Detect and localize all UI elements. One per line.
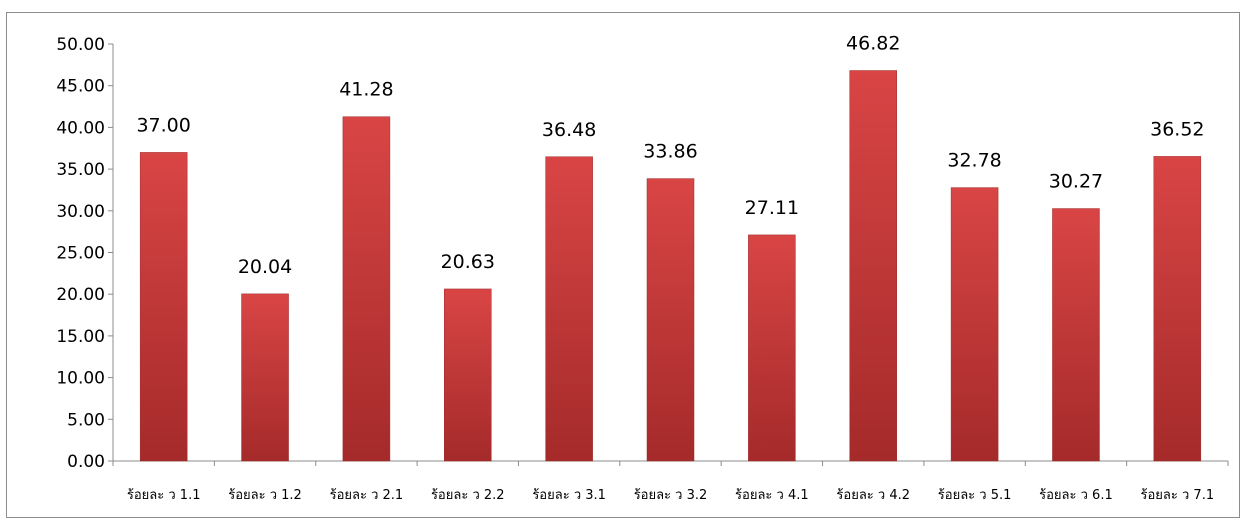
bar — [241, 293, 289, 462]
chart-category-labels: ร้อยละ ว 1.1 ร้อยละ ว 1.2 ร้อยละ ว 2.1 ร้อย… — [127, 488, 1214, 503]
chart-bars — [139, 70, 1202, 462]
category-label: ร้อยละ ว 1.1 — [127, 488, 201, 503]
chart-data-labels: 37.00 20.04 41.28 20.63 36.48 33.86 27.11 46.82… — [136, 33, 1204, 278]
y-tick-label: 20.00 — [56, 285, 105, 305]
category-label: ร้อยละ ว 5.1 — [938, 488, 1012, 503]
data-label: 33.86 — [643, 141, 697, 163]
category-label: ร้อยละ ว 2.2 — [431, 488, 505, 503]
y-tick-label: 30.00 — [56, 202, 105, 222]
category-label: ร้อยละ ว 4.2 — [836, 488, 910, 503]
bar — [849, 70, 897, 462]
data-label: 20.04 — [238, 256, 292, 278]
bar — [950, 187, 999, 462]
bar — [1052, 208, 1100, 462]
bar — [1153, 156, 1202, 462]
chart-frame — [6, 12, 1240, 518]
y-tick-label: 10.00 — [56, 369, 105, 389]
category-label: ร้อยละ ว 7.1 — [1141, 488, 1215, 503]
data-label: 36.52 — [1150, 118, 1204, 140]
category-label: ร้อยละ ว 6.1 — [1039, 488, 1113, 503]
category-label: ร้อยละ ว 1.2 — [228, 488, 302, 503]
y-tick-label: 45.00 — [56, 77, 105, 97]
bar — [748, 234, 796, 462]
data-label: 27.11 — [745, 197, 799, 219]
bar — [646, 178, 695, 462]
bar — [444, 288, 492, 462]
y-tick-label: 35.00 — [56, 160, 105, 180]
y-tick-label: 40.00 — [56, 118, 105, 138]
data-label: 20.63 — [441, 251, 495, 273]
y-tick-label: 0.00 — [67, 452, 105, 472]
y-tick-label: 25.00 — [56, 244, 105, 264]
data-label: 46.82 — [846, 33, 900, 55]
category-label: ร้อยละ ว 3.2 — [634, 488, 708, 503]
bar — [139, 152, 188, 462]
category-label: ร้อยละ ว 4.1 — [735, 488, 809, 503]
data-label: 37.00 — [136, 114, 190, 136]
y-tick-label: 50.00 — [56, 35, 105, 55]
category-label: ร้อยละ ว 3.1 — [532, 488, 606, 503]
data-label: 41.28 — [339, 79, 393, 101]
data-label: 30.27 — [1049, 171, 1103, 193]
bar — [342, 116, 391, 462]
data-label: 36.48 — [542, 119, 596, 141]
category-label: ร้อยละ ว 2.1 — [330, 488, 404, 503]
bar — [545, 156, 593, 462]
data-label: 32.78 — [947, 150, 1001, 172]
y-tick-label: 5.00 — [67, 410, 105, 430]
y-tick-label: 15.00 — [56, 327, 105, 347]
chart-axes: 0.00 5.00 10.00 15.00 20.00 25.00 30.00 35.00 40… — [56, 35, 1229, 472]
